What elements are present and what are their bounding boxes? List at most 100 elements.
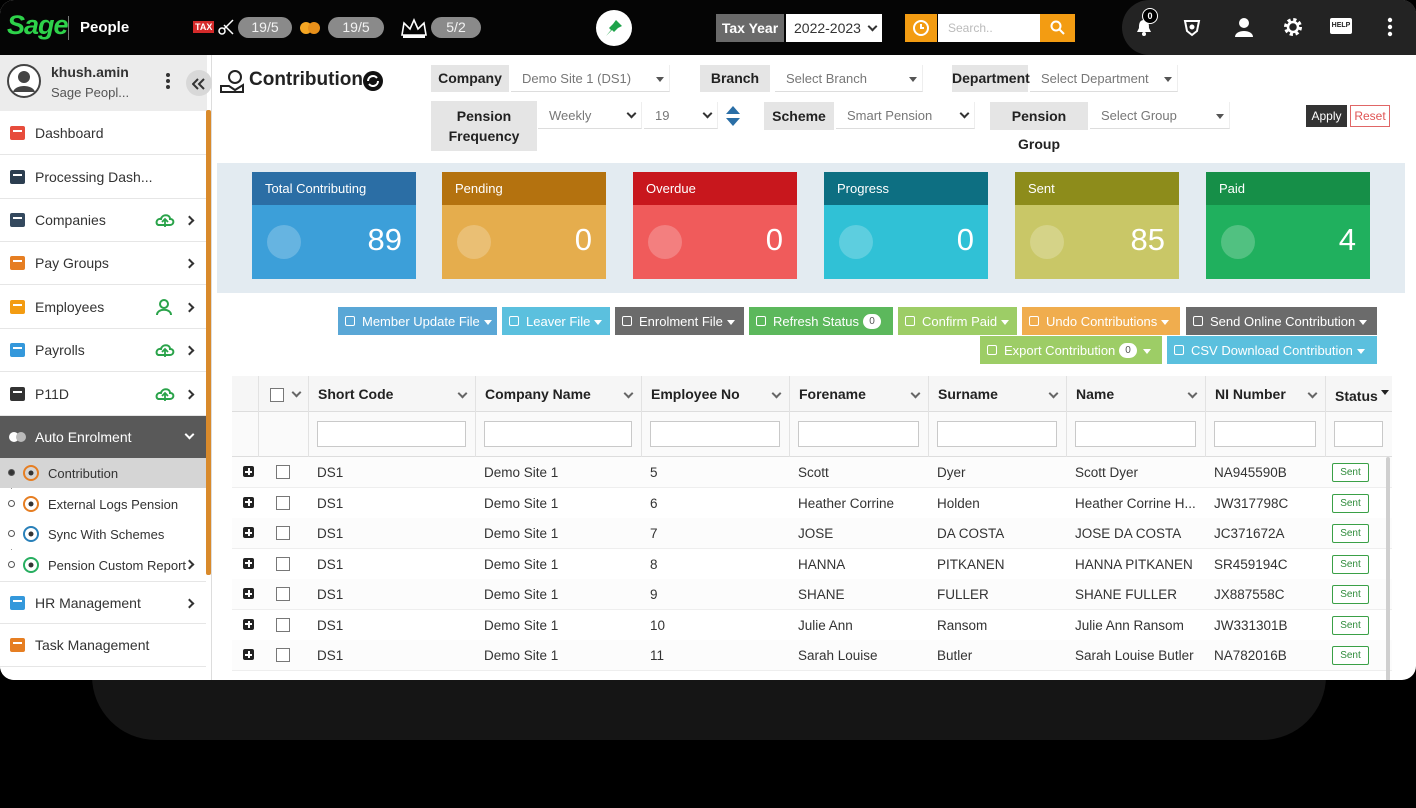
icon-part xyxy=(166,73,170,77)
counter-badge[interactable]: 5/2 xyxy=(431,17,481,38)
filter-select[interactable]: Demo Site 1 (DS1) xyxy=(511,65,670,92)
menu-item[interactable]: Employees xyxy=(0,286,206,329)
status-button[interactable]: Sent xyxy=(1332,646,1369,665)
row-checkbox[interactable] xyxy=(276,526,290,540)
column-header[interactable]: Employee No xyxy=(651,386,740,402)
row-checkbox[interactable] xyxy=(276,587,290,601)
action-button[interactable]: Leaver File xyxy=(502,307,610,335)
action-button[interactable]: Export Contribution 0 xyxy=(980,336,1162,364)
status-button[interactable]: Sent xyxy=(1332,554,1369,574)
menu-item[interactable]: Dashboard xyxy=(0,112,206,155)
apply-button[interactable]: Apply xyxy=(1306,105,1347,127)
row-checkbox[interactable] xyxy=(276,648,290,662)
column-header[interactable]: Short Code xyxy=(318,386,394,402)
table-cell: PITKANEN xyxy=(937,556,1005,572)
action-button[interactable]: Refresh Status 0 xyxy=(749,307,893,335)
action-button[interactable]: Member Update File xyxy=(338,307,497,335)
pin-button[interactable] xyxy=(596,10,632,46)
filter-select[interactable]: Weekly xyxy=(538,102,642,129)
row-checkbox[interactable] xyxy=(276,465,290,479)
row-checkbox[interactable] xyxy=(276,495,290,510)
column-filter-input[interactable] xyxy=(317,421,466,447)
submenu-item[interactable]: External Logs Pension xyxy=(0,489,206,519)
summary-card[interactable]: Total Contributing 89 xyxy=(252,172,416,279)
column-header[interactable]: Company Name xyxy=(485,386,591,402)
submenu-item[interactable]: Pension Custom Report xyxy=(0,550,206,580)
search-button[interactable] xyxy=(1040,14,1075,42)
table-row: DS1 Demo Site 1 11 Sarah Louise Butler Sarah … xyxy=(232,640,1392,671)
filter-select[interactable]: Select Department xyxy=(1030,65,1178,92)
icon-part xyxy=(1387,17,1393,23)
expand-button[interactable] xyxy=(243,466,254,477)
icon-part xyxy=(155,214,175,226)
status-button[interactable]: Sent xyxy=(1332,615,1369,635)
summary-card[interactable]: Pending 0 xyxy=(442,172,606,279)
submenu-item[interactable]: Sync With Schemes xyxy=(0,519,206,549)
column-filter-input[interactable] xyxy=(1334,421,1383,447)
expand-button[interactable] xyxy=(243,618,254,630)
search-input[interactable]: Search.. xyxy=(938,14,1040,42)
column-header[interactable]: Forename xyxy=(799,386,866,402)
collapse-button[interactable] xyxy=(186,70,212,96)
menu-item[interactable]: Auto Enrolment xyxy=(0,416,206,459)
week-select[interactable]: 19 xyxy=(644,102,718,129)
summary-card[interactable]: Progress 0 xyxy=(824,172,988,279)
action-button[interactable]: Confirm Paid xyxy=(898,307,1017,335)
menu-item[interactable]: Pay Groups xyxy=(0,242,206,285)
action-button[interactable]: Undo Contributions xyxy=(1022,307,1180,335)
menu-item[interactable]: P11D xyxy=(0,373,206,416)
row-checkbox[interactable] xyxy=(276,556,290,571)
reset-button[interactable]: Reset xyxy=(1350,105,1390,127)
notifications-button[interactable]: 0 xyxy=(1132,8,1158,40)
action-button[interactable]: Send Online Contribution xyxy=(1186,307,1377,335)
expand-button[interactable] xyxy=(243,588,254,599)
counter-badge[interactable]: 19/5 xyxy=(328,17,384,38)
menu-action-icon xyxy=(155,341,175,359)
expand-button[interactable] xyxy=(243,649,254,660)
column-filter-input[interactable] xyxy=(798,421,919,447)
expand-button[interactable] xyxy=(243,527,254,538)
status-button[interactable]: Sent xyxy=(1332,524,1369,543)
card-icon xyxy=(1218,222,1258,262)
column-filter-input[interactable] xyxy=(937,421,1057,447)
card-value: 0 xyxy=(956,222,974,257)
action-button[interactable]: CSV Download Contribution xyxy=(1167,336,1377,364)
menu-item[interactable]: Payrolls xyxy=(0,329,206,372)
menu-item[interactable]: HR Management xyxy=(0,581,206,624)
filter-select[interactable]: Smart Pension xyxy=(836,102,975,129)
status-button[interactable]: Sent xyxy=(1332,463,1369,482)
row-checkbox[interactable] xyxy=(276,617,290,632)
history-button[interactable] xyxy=(905,14,937,42)
column-header[interactable]: Surname xyxy=(938,386,998,402)
table-cell: Holden xyxy=(937,495,980,511)
filter-select[interactable]: Select Branch xyxy=(775,65,923,92)
column-filter-input[interactable] xyxy=(484,421,632,447)
select-all-checkbox[interactable] xyxy=(270,388,284,402)
counter-badge[interactable]: 19/5 xyxy=(238,17,292,38)
submenu-item[interactable]: Contribution xyxy=(0,458,206,488)
status-button[interactable]: Sent xyxy=(1332,493,1369,513)
summary-card[interactable]: Overdue 0 xyxy=(633,172,797,279)
status-button[interactable]: Sent xyxy=(1332,585,1369,604)
action-button[interactable]: Enrolment File xyxy=(615,307,744,335)
expand-button[interactable] xyxy=(243,496,254,508)
column-header[interactable]: Status xyxy=(1335,388,1378,404)
expand-button[interactable] xyxy=(243,557,254,569)
menu-item[interactable]: Task Management xyxy=(0,624,206,667)
icon-part xyxy=(10,638,25,652)
column-filter-input[interactable] xyxy=(650,421,780,447)
icon-part xyxy=(156,308,172,316)
menu-item[interactable]: Processing Dash... xyxy=(0,156,206,199)
column-filter-input[interactable] xyxy=(1214,421,1316,447)
help-button[interactable]: HELP xyxy=(1330,18,1352,34)
filter-select[interactable]: Select Group xyxy=(1090,102,1230,129)
column-filter-input[interactable] xyxy=(1075,421,1196,447)
table-cell: 7 xyxy=(650,526,658,541)
icon-part xyxy=(726,106,740,126)
summary-card[interactable]: Sent 85 xyxy=(1015,172,1179,279)
tax-year-select[interactable]: 2022-2023 xyxy=(786,14,882,42)
summary-card[interactable]: Paid 4 xyxy=(1206,172,1370,279)
column-header[interactable]: Name xyxy=(1076,386,1115,402)
column-header[interactable]: NI Number xyxy=(1215,386,1286,402)
menu-item[interactable]: Companies xyxy=(0,199,206,242)
